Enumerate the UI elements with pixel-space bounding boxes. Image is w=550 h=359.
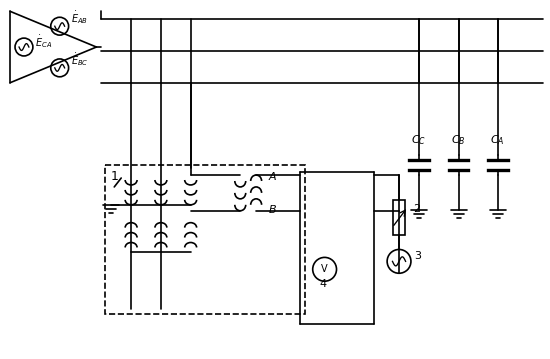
Bar (105, 165, 305, 314)
Text: $\dot{E}_{BC}$: $\dot{E}_{BC}$ (70, 51, 88, 68)
Text: 3: 3 (414, 251, 421, 261)
Text: $C_B$: $C_B$ (450, 133, 465, 147)
Text: $B$: $B$ (268, 203, 277, 215)
Text: $C_A$: $C_A$ (490, 133, 505, 147)
Text: $\dot{E}_{CA}$: $\dot{E}_{CA}$ (35, 33, 52, 50)
Text: 1: 1 (111, 170, 118, 183)
Text: 4: 4 (320, 279, 327, 289)
Text: $\dot{E}_{AB}$: $\dot{E}_{AB}$ (70, 9, 88, 26)
Text: V: V (321, 264, 328, 274)
Text: 2: 2 (413, 204, 420, 214)
Circle shape (313, 257, 337, 281)
Text: $C_C$: $C_C$ (411, 133, 426, 147)
Text: $A$: $A$ (268, 170, 278, 182)
Bar (393, 200, 405, 234)
